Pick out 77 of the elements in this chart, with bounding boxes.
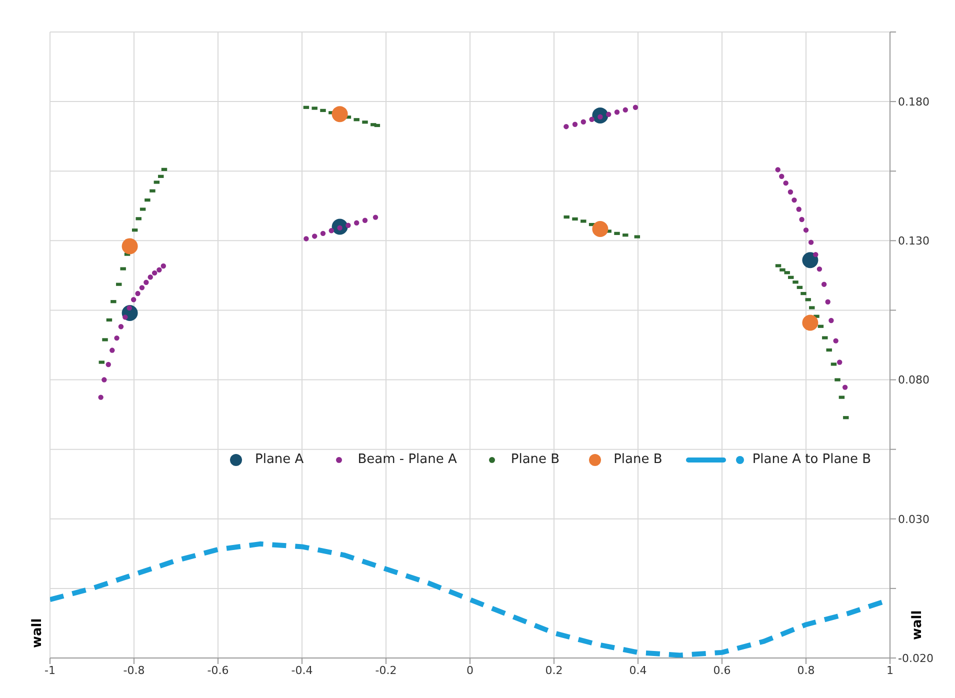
y-axis-title: wall (30, 618, 45, 648)
point (372, 214, 378, 220)
x-tick-label: -0.8 (123, 664, 145, 677)
point (332, 106, 348, 122)
point (106, 362, 111, 368)
point (779, 174, 784, 179)
point (160, 263, 166, 269)
point (828, 318, 834, 324)
point (564, 124, 569, 130)
point (622, 107, 628, 112)
point (606, 112, 612, 117)
point (328, 228, 334, 234)
point (842, 384, 848, 390)
point (632, 104, 638, 110)
point (362, 218, 368, 223)
point (312, 234, 318, 239)
point (783, 180, 788, 186)
point (580, 119, 586, 124)
point (156, 267, 162, 272)
x-tick-label: 0.8 (797, 664, 815, 677)
point (816, 266, 822, 272)
point (122, 238, 138, 254)
x-tick-label: 0.6 (713, 664, 731, 677)
x-tick-label: -0.4 (291, 664, 313, 677)
point (802, 314, 818, 331)
point (144, 280, 149, 285)
point (792, 197, 797, 203)
y-tick-label: 0.180 (898, 95, 930, 108)
y-tick-label: 0.080 (898, 374, 930, 387)
x-tick-label: 0.4 (629, 664, 647, 677)
point (837, 360, 842, 365)
point (110, 348, 115, 353)
point (152, 270, 158, 276)
point (821, 282, 827, 287)
x-tick-label: -1 (44, 664, 56, 677)
point (802, 252, 818, 268)
point (614, 110, 620, 115)
legend-label: Plane A (255, 452, 304, 467)
legend-label: Plane B (614, 452, 662, 467)
x-tick-label: 0 (466, 664, 474, 677)
point (114, 335, 120, 341)
point (833, 338, 838, 344)
y-tick-label: 0.130 (898, 234, 930, 248)
point (572, 122, 578, 127)
point (788, 189, 794, 195)
x-tick-label: 1 (886, 664, 894, 677)
point (126, 305, 132, 311)
point (148, 274, 153, 280)
legend-label: Plane B (510, 452, 560, 467)
point (139, 285, 145, 290)
point (346, 222, 351, 228)
y-tick-label: -0.020 (898, 652, 934, 665)
point (102, 377, 107, 382)
point (130, 297, 136, 302)
y-tick-label: 0.030 (898, 512, 930, 526)
legend-label: Plane A to Plane B (752, 452, 872, 467)
legend-label: Beam - Plane A (358, 452, 457, 467)
point (118, 324, 124, 330)
point (796, 206, 802, 212)
point (825, 299, 830, 304)
x-tick-label: 0.2 (545, 664, 563, 677)
point (354, 220, 360, 226)
point (304, 236, 309, 242)
point (122, 314, 128, 320)
y2-axis-title: wall (910, 610, 925, 640)
point (592, 220, 608, 237)
point (320, 230, 326, 236)
point (98, 394, 104, 400)
point (799, 216, 804, 222)
point (135, 290, 140, 296)
point (808, 240, 814, 245)
x-tick-label: -0.2 (375, 664, 397, 677)
point (803, 227, 809, 233)
point (589, 116, 594, 122)
point (775, 167, 780, 172)
point (813, 252, 818, 258)
x-tick-label: -0.6 (207, 664, 229, 677)
